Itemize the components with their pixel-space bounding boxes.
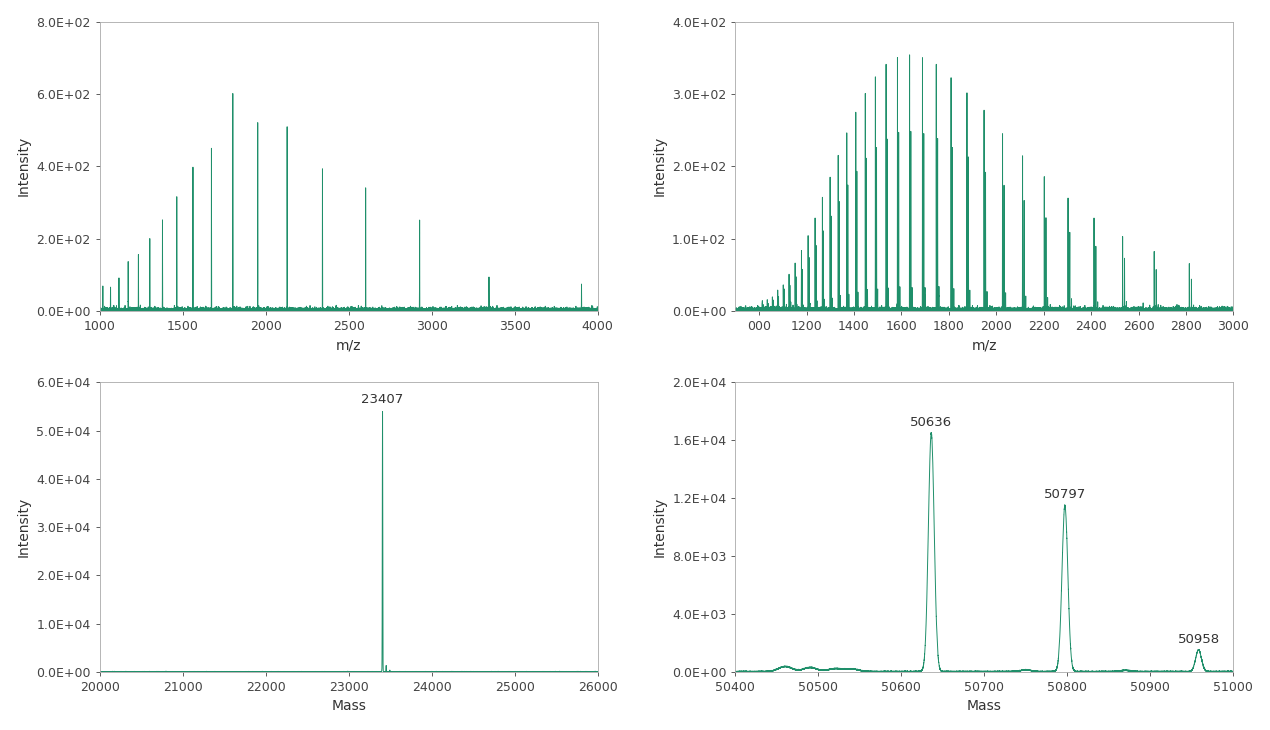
Text: 50636: 50636 bbox=[911, 416, 952, 429]
Y-axis label: Intensity: Intensity bbox=[17, 137, 30, 196]
Text: 23407: 23407 bbox=[362, 393, 404, 406]
X-axis label: m/z: m/z bbox=[972, 339, 997, 353]
Text: 50958: 50958 bbox=[1177, 633, 1219, 646]
Y-axis label: Intensity: Intensity bbox=[653, 497, 667, 557]
X-axis label: Mass: Mass bbox=[966, 699, 1002, 713]
Y-axis label: Intensity: Intensity bbox=[17, 497, 30, 557]
Text: 50797: 50797 bbox=[1044, 488, 1086, 501]
Y-axis label: Intensity: Intensity bbox=[653, 137, 667, 196]
X-axis label: Mass: Mass bbox=[331, 699, 366, 713]
X-axis label: m/z: m/z bbox=[337, 339, 362, 353]
